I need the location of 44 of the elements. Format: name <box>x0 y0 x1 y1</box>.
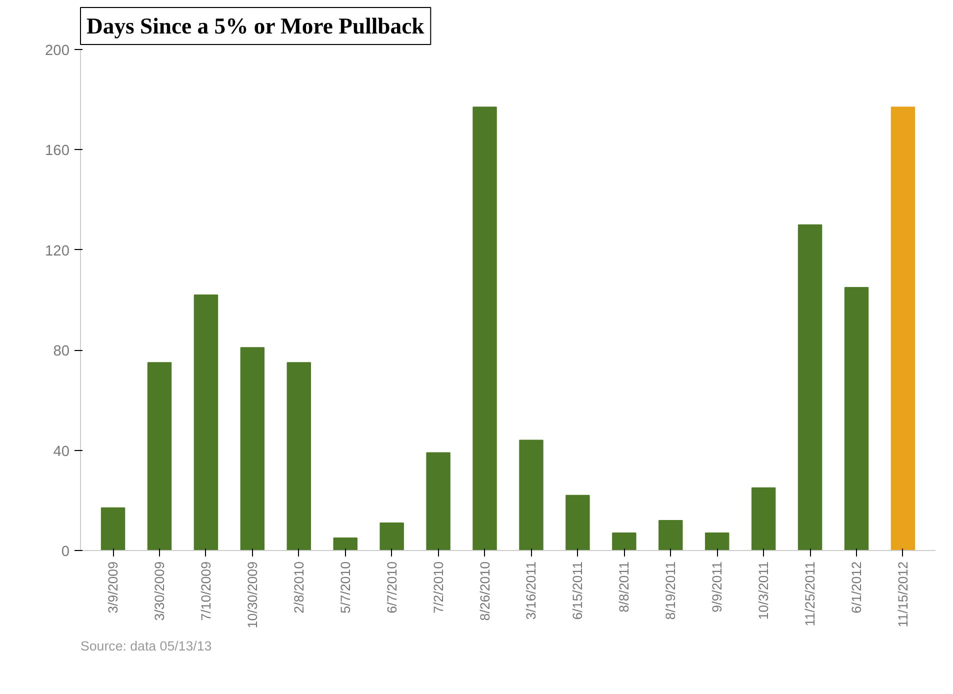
x-tick-label: 6/15/2011 <box>570 561 586 620</box>
x-tick-label: 11/25/2011 <box>802 561 818 626</box>
bar <box>704 532 730 550</box>
bar <box>286 362 312 550</box>
bar <box>472 106 497 550</box>
y-tick-label: 0 <box>61 544 70 560</box>
bar <box>333 537 358 550</box>
bar <box>612 532 636 550</box>
bar <box>100 507 126 550</box>
x-tick-label: 10/30/2009 <box>244 561 260 628</box>
chart-title: Days Since a 5% or More Pullback <box>86 14 425 38</box>
x-tick-label: 6/7/2010 <box>384 561 400 614</box>
x-tick-label: 11/15/2012 <box>895 562 910 628</box>
y-tick-label: 40 <box>53 444 70 460</box>
bar <box>147 362 172 550</box>
source-note: Source: data 05/13/13 <box>80 638 212 654</box>
bar <box>751 487 776 550</box>
x-tick-label: 5/7/2010 <box>338 561 353 614</box>
y-tick-label: 120 <box>45 243 70 260</box>
y-tick-label: 80 <box>53 344 70 360</box>
bar <box>194 294 218 550</box>
bar <box>426 452 450 550</box>
bar <box>844 286 869 550</box>
x-tick-label: 7/2/2010 <box>430 561 446 614</box>
bar <box>798 224 822 550</box>
x-tick-label: 8/26/2010 <box>477 561 492 621</box>
x-tick-label: 7/10/2009 <box>198 561 214 621</box>
bar <box>380 522 404 550</box>
x-tick-label: 3/16/2011 <box>524 561 539 620</box>
x-tick-label: 10/3/2011 <box>756 561 772 620</box>
bar <box>566 494 590 550</box>
bar <box>658 520 683 550</box>
x-tick-label: 9/9/2011 <box>710 561 725 612</box>
bar <box>519 440 544 550</box>
x-tick-label: 8/19/2011 <box>663 561 678 620</box>
x-tick-label: 2/8/2010 <box>291 561 306 614</box>
x-tick-label: 3/9/2009 <box>106 561 121 614</box>
y-tick-label: 160 <box>45 143 70 160</box>
x-tick-label: 8/8/2011 <box>616 561 632 612</box>
bar <box>240 347 265 550</box>
y-tick-label: 200 <box>45 43 70 59</box>
bar <box>890 106 916 550</box>
x-tick-label: 6/1/2012 <box>849 561 864 614</box>
x-tick-label: 3/30/2009 <box>152 561 167 621</box>
